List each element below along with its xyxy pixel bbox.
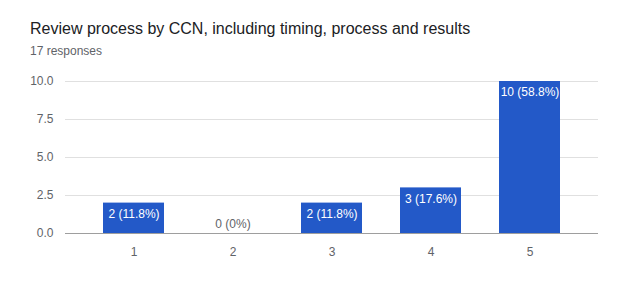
- html-text:Review process by CCN, includi: Review process by CCN, including timing,…: [30, 20, 471, 37]
- svg-text:10 (58.8%): 10 (58.8%): [501, 85, 560, 99]
- svg-text:5: 5: [527, 245, 534, 259]
- svg-text:4: 4: [428, 245, 435, 259]
- svg-text:2 (11.8%): 2 (11.8%): [306, 207, 357, 221]
- svg-text:0.0: 0.0: [37, 226, 54, 240]
- svg-text:7.5: 7.5: [37, 112, 54, 126]
- svg-text:2: 2: [230, 245, 237, 259]
- svg-text:3 (17.6%): 3 (17.6%): [405, 192, 457, 206]
- svg-text:3: 3: [329, 245, 336, 259]
- svg-text:2.5: 2.5: [37, 188, 54, 202]
- svg-text:0 (0%): 0 (0%): [215, 217, 250, 231]
- svg-text:5.0: 5.0: [37, 150, 54, 164]
- html-text:17 responses: 17 responses: [30, 44, 102, 58]
- svg-text:1: 1: [131, 245, 138, 259]
- svg-text:2 (11.8%): 2 (11.8%): [108, 207, 159, 221]
- svg-text:10.0: 10.0: [30, 74, 54, 88]
